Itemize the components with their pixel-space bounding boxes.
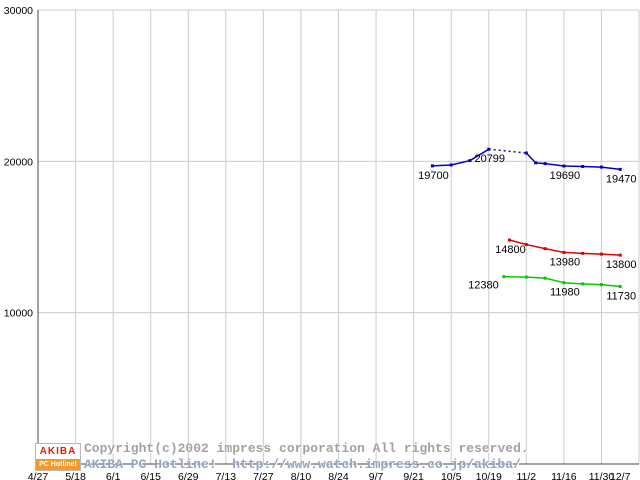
data-point-marker (430, 164, 434, 168)
series-segment (544, 247, 565, 254)
data-point-marker (507, 238, 511, 242)
data-point-marker (524, 243, 528, 247)
data-point-marker (562, 164, 566, 168)
x-tick-label: 6/29 (178, 471, 199, 480)
series-segment (582, 165, 602, 168)
data-point-marker (581, 164, 585, 168)
data-point-marker (618, 253, 622, 257)
data-point-marker (449, 163, 453, 167)
x-tick-label: 11/30 (589, 471, 615, 480)
x-tick-label: 5/18 (65, 471, 86, 480)
series-segment (535, 162, 546, 165)
series-segment (601, 253, 621, 256)
data-point-label: 12380 (468, 280, 499, 292)
x-tick-label: 7/27 (253, 471, 274, 480)
data-point-marker (599, 165, 603, 169)
axes (37, 10, 639, 465)
data-point-label: 19700 (418, 170, 449, 182)
data-point-marker (468, 159, 472, 163)
y-tick-label: 10000 (4, 308, 33, 320)
data-point-marker (581, 282, 585, 286)
data-point-label: 20799 (474, 153, 505, 165)
y-tick-label: 20000 (4, 156, 33, 168)
series-segment (451, 159, 471, 166)
series-blue-price-line: 19700 20799 19690 19470 (418, 147, 637, 185)
x-axis-labels: 4/27 5/18 6/1 6/15 6/29 7/13 7/27 8/10 8/24 9/7 9/… (28, 471, 631, 480)
series-segment (526, 243, 546, 250)
data-point-label: 14800 (495, 244, 526, 256)
x-tick-label: 6/15 (140, 471, 161, 480)
x-tick-label: 4/27 (28, 471, 49, 480)
series-segment (525, 152, 537, 164)
logo-akiba-text: AKIBA (36, 444, 80, 459)
series-segment (432, 164, 452, 167)
series-red-price-line: 14800 13980 13800 (495, 238, 637, 271)
y-tick-label: 30000 (4, 5, 33, 17)
series-segment (469, 148, 490, 162)
x-tick-label: 6/1 (106, 471, 121, 480)
x-tick-label: 9/7 (369, 471, 384, 480)
data-point-marker (543, 162, 547, 166)
data-point-label: 19470 (606, 173, 637, 185)
x-tick-label: 8/10 (291, 471, 312, 480)
x-tick-label: 11/16 (551, 471, 577, 480)
x-tick-label: 9/21 (403, 471, 424, 480)
data-point-marker (562, 250, 566, 254)
data-point-marker (599, 283, 603, 287)
series-segment (601, 283, 621, 288)
x-tick-label: 7/13 (216, 471, 237, 480)
data-point-marker (618, 284, 622, 288)
series-segment (582, 283, 602, 286)
data-point-marker (618, 167, 622, 171)
series-green-price-line: 12380 11980 11730 (468, 275, 636, 302)
data-point-marker (599, 252, 603, 256)
data-point-marker (524, 151, 528, 155)
series-segment (488, 148, 527, 154)
data-point-marker (524, 275, 528, 279)
data-point-marker (487, 147, 491, 151)
series-segment (509, 239, 527, 246)
y-axis-labels: 30000 20000 10000 (4, 5, 33, 320)
akiba-pc-hotline-logo: AKIBA PC Hotline! (35, 443, 81, 471)
data-point-marker (562, 281, 566, 285)
data-point-label: 19690 (550, 170, 581, 182)
data-point-label: 11730 (606, 290, 636, 302)
series-segment (582, 252, 602, 255)
data-point-marker (543, 276, 547, 280)
logo-pc-hotline-text: PC Hotline! (36, 459, 80, 470)
data-point-label: 13800 (606, 259, 637, 271)
data-point-marker (534, 161, 538, 165)
series-segment (544, 162, 564, 167)
series-segment (526, 276, 546, 279)
x-tick-label: 8/24 (328, 471, 349, 480)
data-point-label: 13980 (550, 256, 581, 268)
data-point-marker (543, 247, 547, 251)
copyright-text: Copyright(c)2002 impress corporation All… (84, 441, 529, 456)
site-url-text: AKIBA PC Hotline! http://www.watch.impre… (84, 457, 521, 472)
series-segment (601, 166, 621, 171)
gridlines (37, 9, 640, 464)
x-tick-label: 12/7 (610, 471, 631, 480)
series-segment (563, 281, 583, 285)
series-segment (563, 251, 583, 255)
x-tick-label: 10/5 (441, 471, 462, 480)
x-tick-label: 10/19 (476, 471, 502, 480)
x-tick-label: 11/2 (516, 471, 536, 480)
series-segment (544, 277, 565, 284)
data-point-label: 11980 (550, 287, 580, 299)
data-point-marker (581, 251, 585, 255)
data-point-marker (502, 275, 506, 279)
